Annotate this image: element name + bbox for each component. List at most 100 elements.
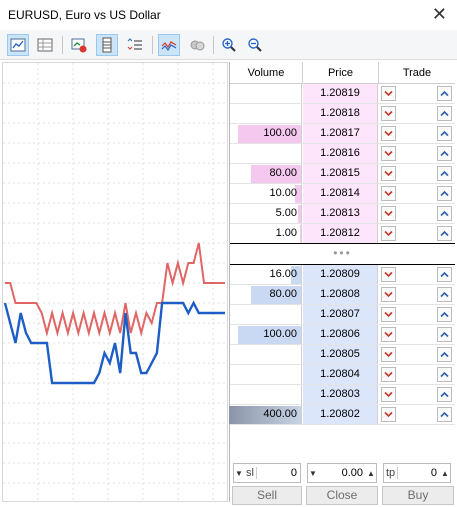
buy-button[interactable]: Buy	[382, 486, 454, 505]
chevron-up-icon	[440, 351, 449, 358]
chevron-up-icon	[440, 230, 449, 237]
sell-limit-button[interactable]	[381, 287, 396, 302]
spread-marker: •••	[230, 243, 455, 265]
volume-cell: 100.00	[230, 325, 302, 344]
trade-cell	[379, 144, 455, 163]
sell-limit-button[interactable]	[381, 166, 396, 181]
close-icon[interactable]: ✕	[431, 4, 447, 24]
buy-limit-button[interactable]	[437, 327, 452, 342]
panel-divider[interactable]	[229, 62, 230, 502]
trade-column-header[interactable]: Trade	[379, 62, 455, 84]
zoom-out-icon[interactable]	[244, 34, 266, 56]
buy-limit-button[interactable]	[437, 86, 452, 101]
trade-cell	[379, 164, 455, 183]
tp-up-icon[interactable]: ▲	[441, 468, 449, 478]
chevron-down-icon	[384, 311, 393, 318]
price-cell: 1.20803	[303, 385, 378, 404]
chevron-down-icon	[384, 331, 393, 338]
sell-limit-button[interactable]	[381, 347, 396, 362]
sell-limit-button[interactable]	[381, 106, 396, 121]
tp-label: tp	[384, 467, 399, 479]
sell-limit-button[interactable]	[381, 186, 396, 201]
table-grid-icon[interactable]	[34, 34, 56, 56]
ask-row: 5.00 1.20813	[230, 204, 455, 224]
volume-bar	[238, 125, 301, 143]
ask-row: 1.20819	[230, 84, 455, 104]
volume-cell	[230, 84, 302, 103]
price-cell: 1.20814	[303, 184, 378, 203]
one-click-trading-icon[interactable]	[186, 34, 208, 56]
trade-cell	[379, 184, 455, 203]
window-title: EURUSD, Euro vs US Dollar	[8, 8, 161, 22]
buy-limit-button[interactable]	[437, 267, 452, 282]
trade-cell	[379, 124, 455, 143]
buy-limit-button[interactable]	[437, 387, 452, 402]
sell-limit-button[interactable]	[381, 126, 396, 141]
buy-limit-button[interactable]	[437, 367, 452, 382]
chart-delete-icon[interactable]	[68, 34, 90, 56]
price-cell: 1.20818	[303, 104, 378, 123]
volume-value[interactable]: 0.00	[341, 467, 363, 479]
tick-chart	[2, 62, 228, 502]
sell-limit-button[interactable]	[381, 407, 396, 422]
volume-cell	[230, 104, 302, 123]
volume-down-icon[interactable]: ▼	[309, 468, 317, 478]
volume-cell: 400.00	[229, 405, 302, 424]
chevron-up-icon	[440, 331, 449, 338]
sell-limit-button[interactable]	[381, 226, 396, 241]
buy-limit-button[interactable]	[437, 106, 452, 121]
tp-value[interactable]: 0	[430, 467, 437, 479]
buy-limit-button[interactable]	[437, 146, 452, 161]
buy-limit-button[interactable]	[437, 126, 452, 141]
buy-limit-button[interactable]	[437, 226, 452, 241]
buy-limit-button[interactable]	[437, 206, 452, 221]
bid-price-line	[3, 300, 225, 385]
depth-of-market-icon[interactable]	[96, 34, 118, 56]
bid-row: 1.20805	[230, 345, 455, 365]
zoom-in-icon[interactable]	[218, 34, 240, 56]
chevron-up-icon	[440, 271, 449, 278]
price-cell: 1.20809	[303, 265, 378, 284]
buy-limit-button[interactable]	[437, 186, 452, 201]
price-cell: 1.20817	[303, 124, 378, 143]
volume-bar	[298, 205, 301, 223]
sell-button[interactable]: Sell	[232, 486, 302, 505]
take-profit-field[interactable]: tp 0 ▲	[383, 463, 451, 483]
stop-loss-field[interactable]: ▼ sl 0	[233, 463, 301, 483]
sell-limit-button[interactable]	[381, 146, 396, 161]
chevron-up-icon	[440, 391, 449, 398]
buy-limit-button[interactable]	[437, 407, 452, 422]
buy-limit-button[interactable]	[437, 166, 452, 181]
bid-row: 100.00 1.20806	[230, 325, 455, 345]
volume-stepper[interactable]: ▼ 0.00 ▲	[307, 463, 377, 483]
sell-limit-button[interactable]	[381, 367, 396, 382]
volume-value: 80.00	[269, 288, 297, 300]
buy-limit-button[interactable]	[437, 287, 452, 302]
volume-column-header[interactable]: Volume	[230, 62, 303, 84]
volume-value: 5.00	[275, 207, 297, 219]
volume-cell	[230, 305, 302, 324]
sell-limit-button[interactable]	[381, 206, 396, 221]
price-cell: 1.20816	[303, 144, 378, 163]
toolbar-separator	[152, 36, 153, 54]
close-button[interactable]: Close	[306, 486, 378, 505]
price-cell: 1.20807	[303, 305, 378, 324]
chart-with-settings-icon[interactable]	[7, 34, 29, 56]
sell-limit-button[interactable]	[381, 387, 396, 402]
volume-up-icon[interactable]: ▲	[367, 468, 375, 478]
chevron-down-icon	[384, 391, 393, 398]
price-column-header[interactable]: Price	[303, 62, 379, 84]
trade-cell	[379, 265, 455, 284]
buy-limit-button[interactable]	[437, 347, 452, 362]
volume-cell	[230, 365, 302, 384]
sl-value[interactable]: 0	[290, 467, 297, 479]
buy-limit-button[interactable]	[437, 307, 452, 322]
ticks-list-icon[interactable]	[124, 34, 146, 56]
sell-limit-button[interactable]	[381, 307, 396, 322]
sl-down-icon[interactable]: ▼	[235, 468, 243, 478]
sell-limit-button[interactable]	[381, 86, 396, 101]
sell-limit-button[interactable]	[381, 267, 396, 282]
tick-chart-icon[interactable]	[158, 34, 180, 56]
sell-limit-button[interactable]	[381, 327, 396, 342]
price-cell: 1.20802	[303, 405, 378, 424]
